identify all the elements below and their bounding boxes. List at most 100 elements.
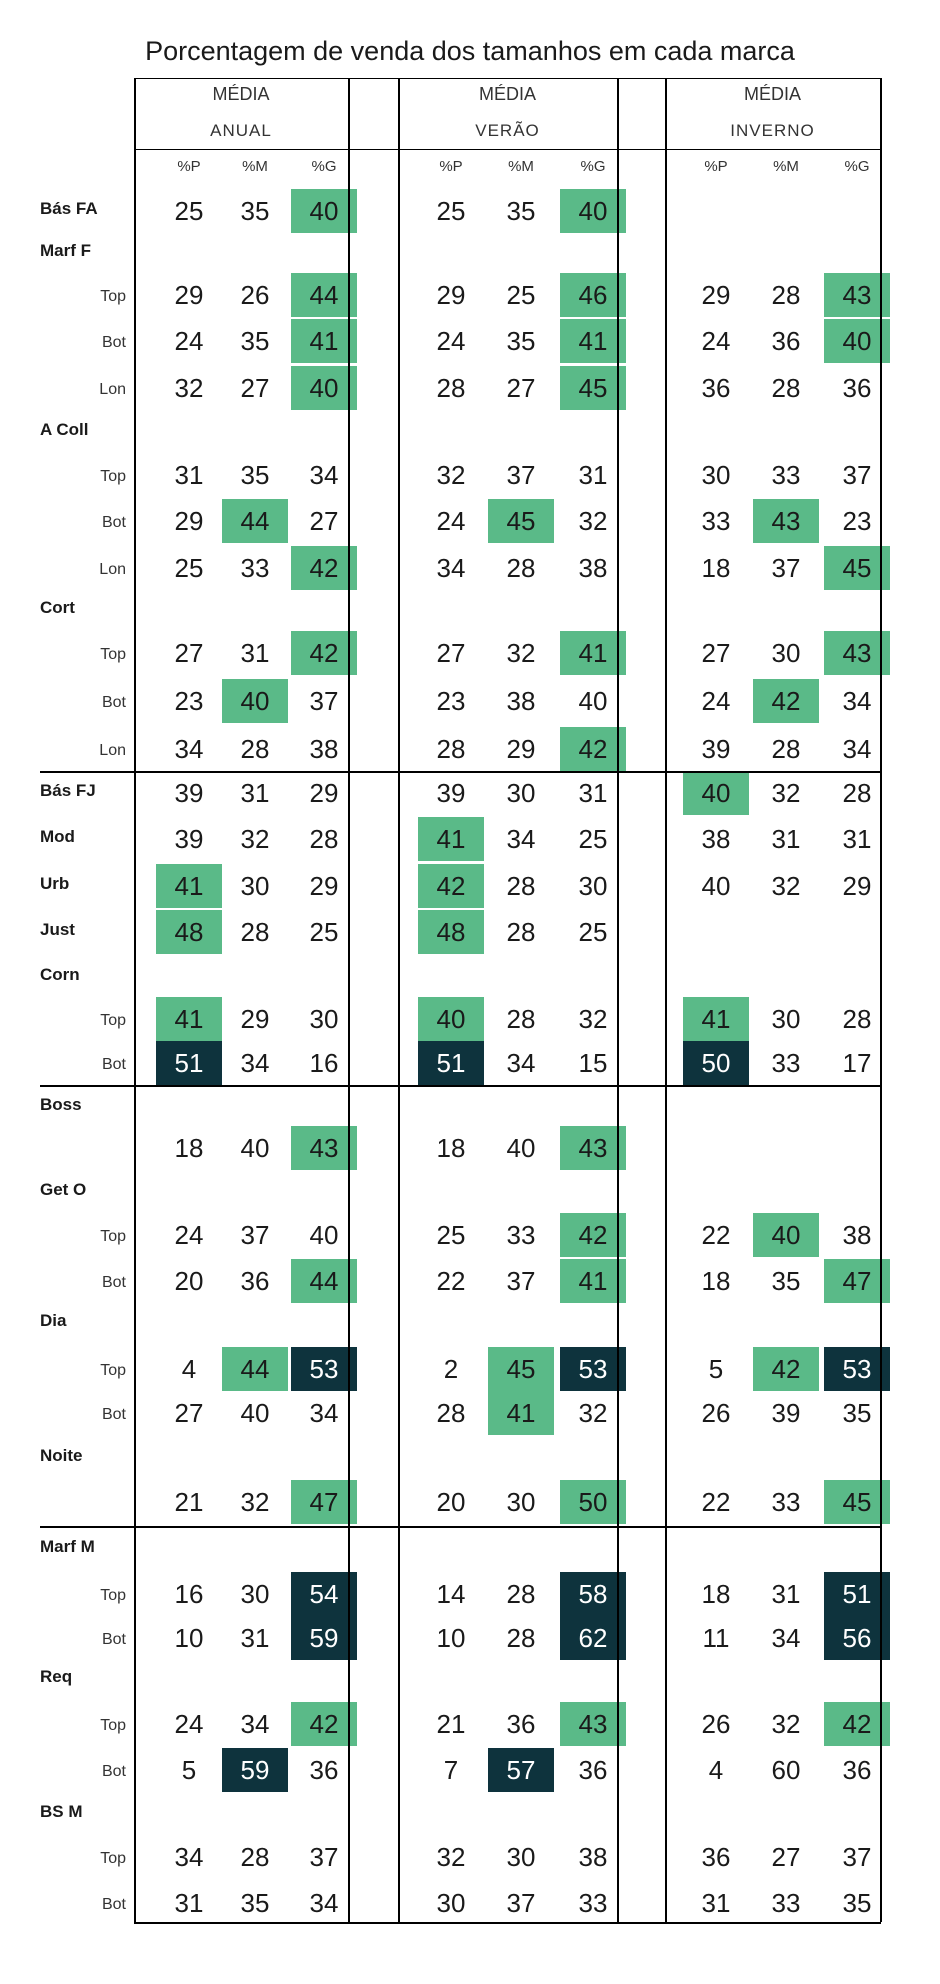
value-cell: 42 — [560, 727, 626, 771]
column-header: %M — [242, 158, 268, 175]
value-cell: 25 — [506, 279, 536, 310]
value-cell: 29 — [842, 870, 872, 901]
value-cell: 34 — [771, 1622, 801, 1653]
value-cell: 38 — [309, 733, 339, 764]
value-cell: 28 — [506, 1622, 536, 1653]
value-cell: 42 — [418, 864, 484, 908]
value-cell: 20 — [436, 1486, 466, 1517]
value-cell: 27 — [174, 637, 204, 668]
value-cell: 31 — [240, 777, 270, 808]
value-cell: 33 — [578, 1887, 608, 1918]
value-cell: 44 — [291, 1259, 357, 1303]
row-sublabel: Bot — [101, 1056, 126, 1073]
value-cell: 27 — [174, 1397, 204, 1428]
value-cell: 28 — [842, 1003, 872, 1034]
value-cell: 18 — [174, 1132, 204, 1163]
value-cell: 27 — [701, 637, 731, 668]
value-cell: 28 — [240, 733, 270, 764]
value-cell: 22 — [436, 1265, 466, 1296]
table-bottom-border — [134, 1922, 881, 1924]
value-cell: 28 — [436, 1397, 466, 1428]
value-cell: 37 — [309, 685, 339, 716]
value-cell: 30 — [309, 1003, 339, 1034]
value-cell: 30 — [240, 1578, 270, 1609]
value-cell: 36 — [506, 1708, 536, 1739]
value-cell: 33 — [771, 1887, 801, 1918]
value-cell: 41 — [560, 319, 626, 363]
value-cell: 16 — [174, 1578, 204, 1609]
value-cell: 40 — [291, 189, 357, 233]
value-cell: 24 — [436, 505, 466, 536]
value-cell: 32 — [506, 637, 536, 668]
value-cell: 23 — [174, 685, 204, 716]
value-cell: 27 — [436, 637, 466, 668]
value-cell: 43 — [560, 1126, 626, 1170]
value-cell: 31 — [771, 1578, 801, 1609]
row-label: Just — [40, 920, 75, 939]
value-cell: 58 — [560, 1572, 626, 1616]
value-cell: 34 — [309, 1397, 339, 1428]
value-cell: 48 — [418, 910, 484, 954]
value-cell: 51 — [824, 1572, 890, 1616]
value-cell: 43 — [291, 1126, 357, 1170]
value-cell: 33 — [240, 552, 270, 583]
value-cell: 31 — [771, 823, 801, 854]
value-cell: 34 — [240, 1708, 270, 1739]
value-cell: 24 — [701, 685, 731, 716]
value-cell: 60 — [771, 1754, 801, 1785]
value-cell: 35 — [842, 1887, 872, 1918]
table-top-border — [134, 78, 880, 79]
value-cell: 41 — [291, 319, 357, 363]
value-cell: 24 — [174, 1219, 204, 1250]
value-cell: 32 — [771, 870, 801, 901]
row-sublabel: Bot — [101, 514, 126, 531]
value-cell: 28 — [240, 916, 270, 947]
value-cell: 40 — [683, 771, 749, 815]
value-cell: 23 — [842, 505, 872, 536]
value-cell: 62 — [560, 1616, 626, 1660]
value-cell: 31 — [174, 1887, 204, 1918]
value-cell: 38 — [578, 1841, 608, 1872]
value-cell: 32 — [578, 505, 608, 536]
value-cell: 18 — [436, 1132, 466, 1163]
value-cell: 32 — [578, 1397, 608, 1428]
value-cell: 37 — [506, 1265, 536, 1296]
value-cell: 38 — [842, 1219, 872, 1250]
row-label: Bás FA — [40, 199, 98, 218]
value-cell: 25 — [309, 916, 339, 947]
value-cell: 28 — [771, 733, 801, 764]
value-cell: 24 — [174, 325, 204, 356]
row-sublabel: Bot — [101, 1763, 126, 1780]
value-cell: 2 — [443, 1353, 459, 1384]
group-header-line1: MÉDIA — [478, 84, 536, 104]
section-separator — [40, 1526, 882, 1528]
value-cell: 33 — [771, 459, 801, 490]
value-cell: 40 — [309, 1219, 339, 1250]
value-cell: 26 — [701, 1397, 731, 1428]
row-label: Urb — [40, 874, 70, 893]
value-cell: 29 — [174, 279, 204, 310]
value-cell: 35 — [240, 459, 270, 490]
group-header-line1: MÉDIA — [212, 84, 270, 104]
value-cell: 41 — [488, 1391, 554, 1435]
value-cell: 32 — [771, 777, 801, 808]
value-cell: 27 — [506, 372, 536, 403]
value-cell: 23 — [436, 685, 466, 716]
value-cell: 38 — [506, 685, 536, 716]
value-cell: 40 — [291, 366, 357, 410]
column-border — [398, 78, 400, 1922]
value-cell: 42 — [753, 1347, 819, 1391]
column-border — [665, 78, 667, 1922]
value-cell: 42 — [291, 631, 357, 675]
value-cell: 57 — [488, 1748, 554, 1792]
value-cell: 33 — [701, 505, 731, 536]
value-cell: 25 — [578, 916, 608, 947]
row-sublabel: Top — [100, 1012, 126, 1029]
value-cell: 27 — [240, 372, 270, 403]
value-cell: 27 — [771, 1841, 801, 1872]
value-cell: 21 — [436, 1708, 466, 1739]
value-cell: 28 — [771, 279, 801, 310]
value-cell: 45 — [560, 366, 626, 410]
value-cell: 18 — [701, 552, 731, 583]
value-cell: 39 — [436, 777, 466, 808]
